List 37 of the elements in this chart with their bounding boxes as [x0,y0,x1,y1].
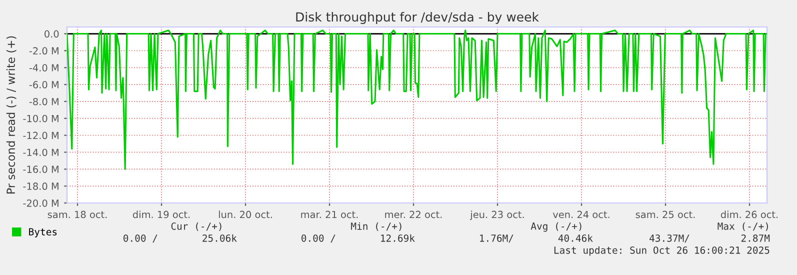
text: 25.06k [202,234,237,242]
y-tick-label: -12.0 M [23,132,58,140]
text: 0.00 / [124,234,158,243]
x-tick-label: mar. 21 oct. [301,210,358,218]
y-tick-label: -16.0 M [23,166,58,173]
y-tick-label: -4.0 M [29,64,58,72]
y-tick-label: -20.0 M [23,199,58,207]
y-tick-label: -8.0 M [29,98,58,106]
y-tick-label: -6.0 M [29,81,58,88]
y-tick-label: -10.0 M [23,114,58,122]
x-tick-label: sam. 25 oct. [636,210,695,218]
y-tick-label: -14.0 M [23,148,58,156]
text: 43.37M/ [650,234,690,243]
text: 40.46k [558,234,593,242]
text: Last update: Sun Oct 26 16:00:21 2025 [554,246,770,256]
line-series [67,30,767,170]
x-tick-label: dim. 26 oct. [720,210,778,218]
y-tick-label: 0.0 [44,30,59,38]
x-tick-label: sam. 18 oct. [48,210,107,218]
x-tick-label: jeu. 23 oct. [470,210,524,220]
x-tick-label: mer. 22 oct. [385,210,442,218]
legend-label: Bytes [29,228,57,238]
text: 2.87M [741,234,770,242]
x-tick-label: ven. 24 oct. [552,210,610,218]
text: 12.69k [381,234,415,242]
y-tick-label: -2.0 M [29,47,58,55]
y-tick-label: -18.0 M [23,182,58,190]
text: Min (-/+) [351,222,402,231]
text: 0.00 / [302,234,336,243]
y-axis-title: Pr second read (-) / write (+) [6,36,16,194]
chart-title: Disk throughput for /dev/sda - by week [296,12,539,24]
x-tick-label: dim. 19 oct. [132,210,190,218]
text: Avg (-/+) [530,222,582,232]
x-tick-label: lun. 20 oct. [218,210,272,218]
text: 1.76M/ [480,234,514,243]
text: Max (-/+) [718,222,768,231]
text: Cur (-/+) [171,222,222,231]
